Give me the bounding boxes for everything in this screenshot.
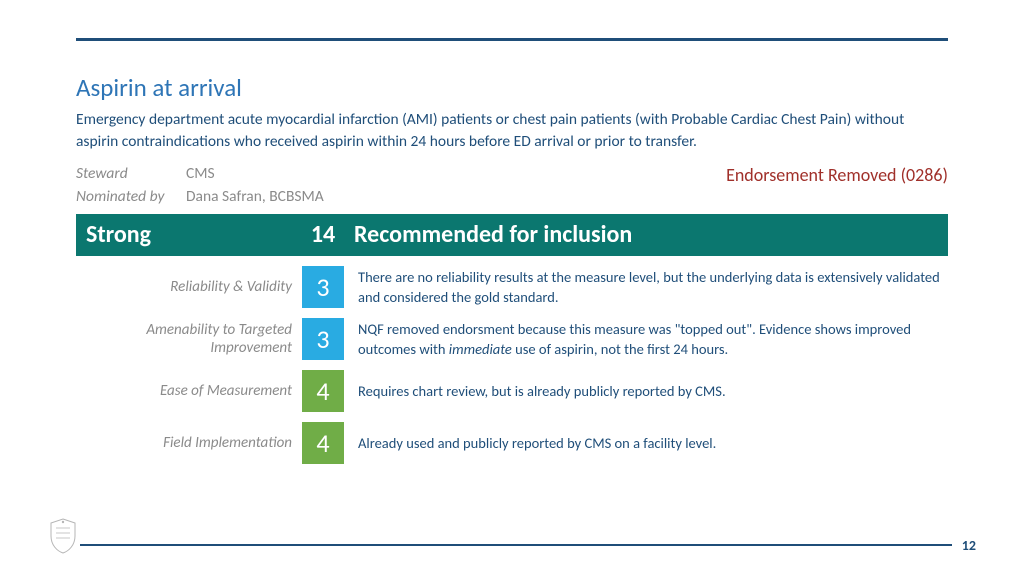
summary-banner: Strong 14 Recommended for inclusion bbox=[76, 214, 948, 256]
banner-total-score: 14 bbox=[302, 214, 344, 256]
criteria-row: Field Implementation4Already used and pu… bbox=[76, 422, 948, 464]
criteria-score: 4 bbox=[302, 370, 344, 412]
criteria-score: 3 bbox=[302, 318, 344, 360]
criteria-text: Requires chart review, but is already pu… bbox=[344, 381, 948, 401]
nominated-row: Nominated by Dana Safran, BCBSMA bbox=[76, 187, 948, 206]
criteria-score: 4 bbox=[302, 422, 344, 464]
criteria-label: Field Implementation bbox=[76, 434, 302, 452]
criteria-row: Ease of Measurement4Requires chart revie… bbox=[76, 370, 948, 412]
page-number: 12 bbox=[962, 537, 976, 554]
criteria-row: Amenability to Targeted Improvement3NQF … bbox=[76, 318, 948, 360]
steward-value: CMS bbox=[186, 164, 215, 183]
criteria-label: Amenability to Targeted Improvement bbox=[76, 321, 302, 357]
footer: 12 bbox=[48, 518, 976, 554]
steward-label: Steward bbox=[76, 164, 186, 183]
criteria-list: Reliability & Validity3There are no reli… bbox=[76, 266, 948, 464]
criteria-text: There are no reliability results at the … bbox=[344, 267, 948, 308]
crest-icon bbox=[48, 518, 78, 554]
measure-description: Emergency department acute myocardial in… bbox=[76, 109, 948, 154]
measure-title: Aspirin at arrival bbox=[76, 72, 948, 103]
meta-block: Steward CMS Endorsement Removed (0286) N… bbox=[76, 164, 948, 206]
nominated-value: Dana Safran, BCBSMA bbox=[186, 187, 324, 206]
endorsement-status: Endorsement Removed (0286) bbox=[726, 164, 948, 186]
criteria-score: 3 bbox=[302, 266, 344, 308]
banner-recommendation: Recommended for inclusion bbox=[344, 214, 948, 256]
criteria-label: Ease of Measurement bbox=[76, 382, 302, 400]
top-rule bbox=[76, 38, 948, 41]
footer-rule bbox=[80, 544, 952, 546]
banner-strength: Strong bbox=[76, 214, 302, 256]
criteria-row: Reliability & Validity3There are no reli… bbox=[76, 266, 948, 308]
content-area: Aspirin at arrival Emergency department … bbox=[76, 72, 948, 474]
nominated-label: Nominated by bbox=[76, 187, 186, 206]
criteria-label: Reliability & Validity bbox=[76, 278, 302, 296]
criteria-text: NQF removed endorsment because this meas… bbox=[344, 319, 948, 360]
criteria-text: Already used and publicly reported by CM… bbox=[344, 433, 948, 453]
